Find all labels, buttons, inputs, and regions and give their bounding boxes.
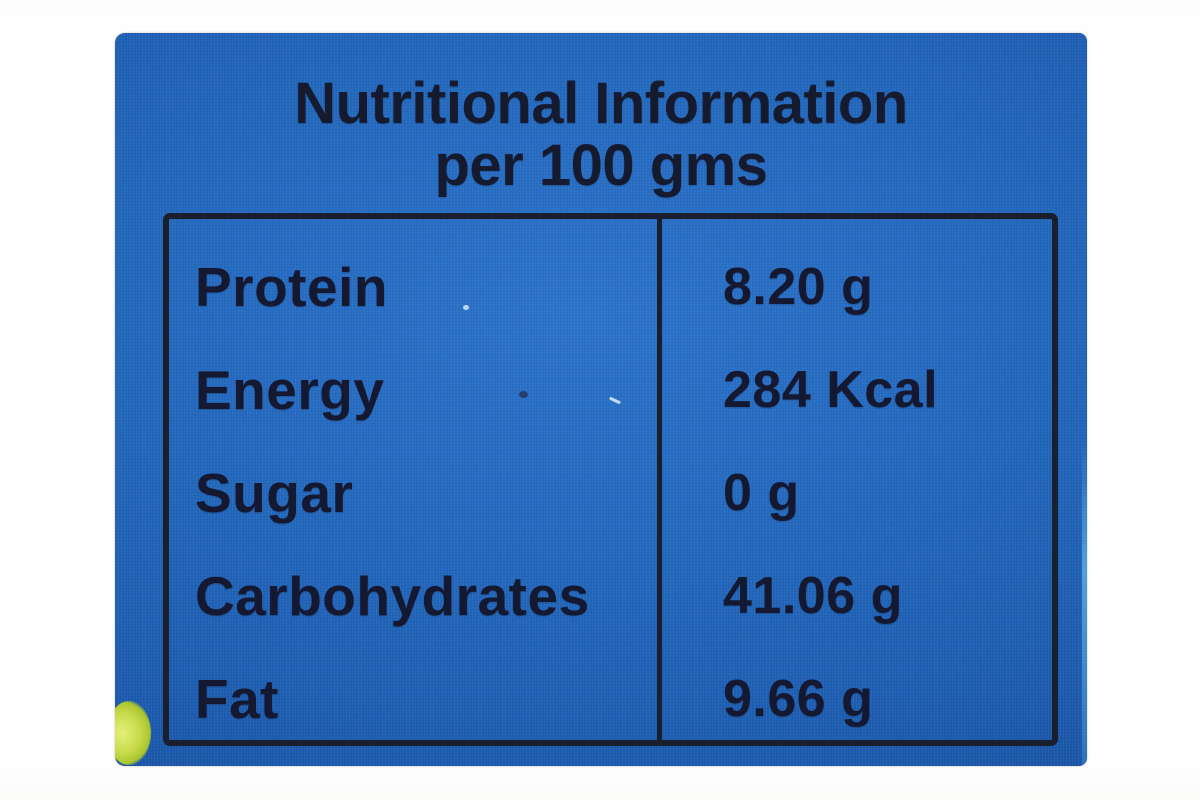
table-rows: Protein 8.20 g Energy 284 Kcal Sugar 0 g… bbox=[169, 219, 1052, 740]
green-smudge bbox=[115, 701, 151, 765]
nutrient-value: 9.66 g bbox=[723, 669, 874, 728]
nutrition-table: Protein 8.20 g Energy 284 Kcal Sugar 0 g… bbox=[163, 213, 1058, 746]
label-title: Nutritional Information per 100 gms bbox=[115, 73, 1087, 197]
nutrient-name: Sugar bbox=[195, 461, 354, 524]
nutrient-value: 0 g bbox=[723, 463, 800, 522]
nutrient-name: Protein bbox=[195, 255, 388, 318]
table-row: Carbohydrates 41.06 g bbox=[169, 544, 1052, 647]
table-row: Fat 9.66 g bbox=[169, 647, 1052, 750]
nutrient-name: Fat bbox=[195, 667, 279, 730]
title-line-1: Nutritional Information bbox=[294, 71, 908, 136]
print-speck-dark bbox=[519, 391, 528, 398]
nutrient-value: 41.06 g bbox=[723, 566, 903, 625]
nutrient-name: Energy bbox=[195, 358, 385, 421]
nutrient-name: Carbohydrates bbox=[195, 564, 590, 627]
table-row: Energy 284 Kcal bbox=[169, 338, 1052, 441]
label-edge-highlight bbox=[1082, 436, 1087, 766]
table-row: Sugar 0 g bbox=[169, 441, 1052, 544]
print-speck-white-small bbox=[463, 305, 469, 310]
nutrient-value: 8.20 g bbox=[723, 257, 874, 316]
table-column-divider bbox=[657, 219, 662, 740]
table-row: Protein 8.20 g bbox=[169, 235, 1052, 338]
nutrient-value: 284 Kcal bbox=[723, 360, 939, 419]
nutrition-label: Nutritional Information per 100 gms Prot… bbox=[115, 33, 1087, 766]
title-line-2: per 100 gms bbox=[434, 133, 768, 198]
